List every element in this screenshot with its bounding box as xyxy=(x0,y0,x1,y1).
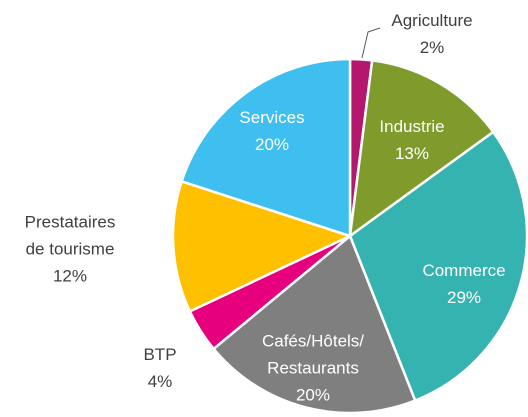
slice xyxy=(348,130,528,403)
category-label: Prestataires de tourisme xyxy=(24,212,116,259)
value-label: 20% xyxy=(254,135,290,154)
category-label: Agriculture xyxy=(391,11,473,30)
category-label: Industrie xyxy=(379,117,445,136)
category-label: Commerce xyxy=(422,261,506,280)
slice-label: Industrie 13% xyxy=(379,113,444,167)
value-label: 4% xyxy=(147,372,173,391)
slice xyxy=(180,57,352,238)
slice xyxy=(171,179,354,314)
slice xyxy=(211,233,417,415)
slice-label: Commerce 29% xyxy=(422,257,505,311)
value-label: 20% xyxy=(295,385,331,405)
category-label: Cafés/Hôtels/ Restaurants xyxy=(261,331,365,378)
value-label: 2% xyxy=(419,38,445,57)
value-label: 12% xyxy=(52,266,88,286)
value-label: 13% xyxy=(394,144,430,163)
slice-label: Prestataires de tourisme 12% xyxy=(25,209,116,290)
value-label: 29% xyxy=(446,288,482,307)
slice-label: BTP 4% xyxy=(143,341,176,395)
slice-label: Agriculture 2% xyxy=(391,7,472,61)
category-label: Services xyxy=(239,108,305,127)
slice-label: Services 20% xyxy=(239,104,304,158)
slice xyxy=(348,58,495,239)
category-label: BTP xyxy=(143,345,177,364)
slice-label: Cafés/Hôtels/ Restaurants 20% xyxy=(262,328,364,409)
leader-line xyxy=(361,27,381,59)
